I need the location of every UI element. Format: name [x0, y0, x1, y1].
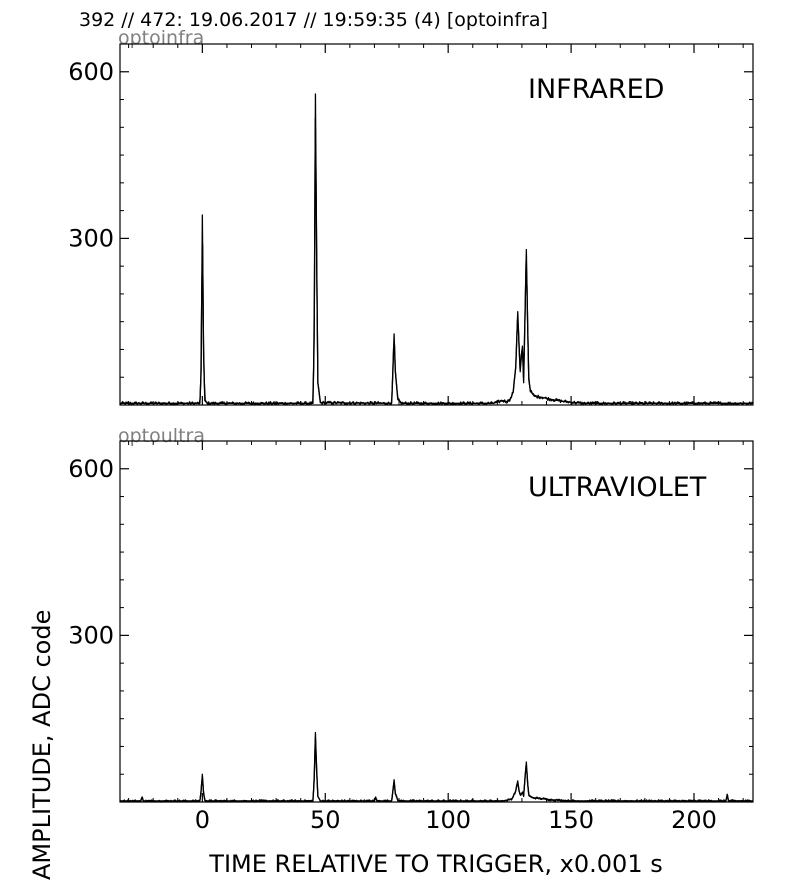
ultraviolet-plot-area: 300 600 0 50 100 150 200 — [68, 441, 753, 834]
signal-peaks-ultraviolet — [120, 731, 753, 802]
y-tick-label: 600 — [68, 455, 114, 483]
y-tick-label: 300 — [68, 224, 114, 252]
ultraviolet-axes-frame — [119, 440, 754, 803]
x-tick-label: 100 — [425, 806, 471, 834]
infrared-panel-label: INFRARED — [528, 74, 664, 105]
y-axis-label: AMPLITUDE, ADC code — [28, 610, 56, 880]
infrared-panel-tag: optoinfra — [118, 27, 204, 49]
x-tick-label: 0 — [195, 806, 210, 834]
y-tick-label: 300 — [68, 621, 114, 649]
x-axis-label: TIME RELATIVE TO TRIGGER, x0.001 s — [208, 850, 662, 878]
ultraviolet-panel-tag: optoultra — [118, 425, 205, 447]
chart-header: 392 // 472: 19.06.2017 // 19:59:35 (4) [… — [79, 9, 548, 31]
infrared-panel: optoinfra 300 600 INFRARED — [68, 27, 754, 406]
ultraviolet-panel-label: ULTRAVIOLET — [528, 472, 707, 503]
infrared-axes-frame — [119, 43, 754, 406]
x-tick-label: 200 — [671, 806, 717, 834]
ultraviolet-panel: optoultra 300 600 0 50 100 150 200 ULTRAVIOLET — [68, 425, 754, 834]
x-tick-label: 50 — [310, 806, 341, 834]
y-tick-label: 600 — [68, 58, 114, 86]
signal-peaks-infrared — [120, 93, 753, 404]
x-tick-label: 150 — [548, 806, 594, 834]
